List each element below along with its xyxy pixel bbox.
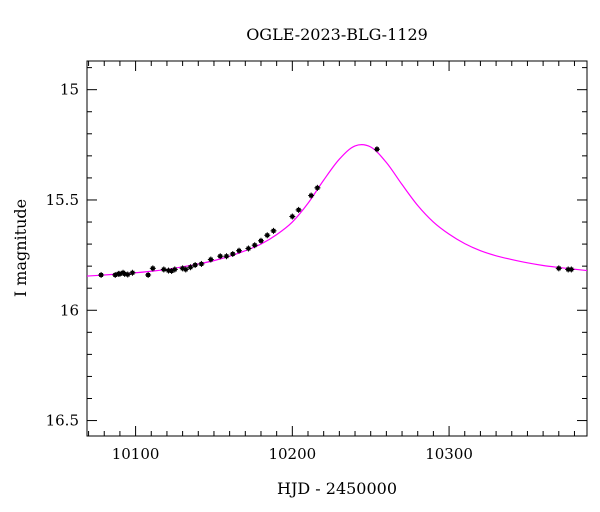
data-point bbox=[295, 206, 302, 213]
data-point bbox=[568, 266, 575, 273]
data-point bbox=[555, 265, 562, 272]
y-tick-label: 15 bbox=[60, 81, 79, 99]
data-point bbox=[373, 146, 380, 153]
axis-ticks bbox=[87, 61, 587, 436]
x-tick-label: 10300 bbox=[425, 445, 473, 463]
data-point bbox=[149, 265, 156, 272]
x-axis-label: HJD - 2450000 bbox=[277, 479, 397, 498]
data-point bbox=[251, 242, 258, 249]
data-point bbox=[236, 247, 243, 254]
plot-frame bbox=[86, 60, 588, 437]
data-point bbox=[129, 269, 136, 276]
data-point bbox=[145, 271, 152, 278]
data-point bbox=[160, 266, 167, 273]
data-point bbox=[198, 260, 205, 267]
data-point bbox=[314, 184, 321, 191]
data-point bbox=[171, 266, 178, 273]
data-point bbox=[192, 262, 199, 269]
data-point bbox=[264, 232, 271, 239]
x-tick-label: 10100 bbox=[112, 445, 160, 463]
data-point bbox=[229, 251, 236, 258]
y-tick-label: 16.5 bbox=[46, 412, 79, 430]
chart-title: OGLE-2023-BLG-1129 bbox=[246, 25, 428, 44]
y-tick-label: 16 bbox=[60, 301, 79, 319]
data-point bbox=[245, 245, 252, 252]
data-point bbox=[308, 192, 315, 199]
data-point bbox=[187, 264, 194, 271]
data-point bbox=[223, 253, 230, 260]
data-point bbox=[182, 266, 189, 273]
data-point bbox=[270, 227, 277, 234]
data-point bbox=[217, 253, 224, 260]
data-point bbox=[289, 213, 296, 220]
y-tick-label: 15.5 bbox=[46, 191, 79, 209]
data-point bbox=[207, 256, 214, 263]
data-point bbox=[98, 271, 105, 278]
x-tick-label: 10200 bbox=[268, 445, 316, 463]
y-axis-label: I magnitude bbox=[11, 199, 30, 297]
model-curve bbox=[86, 144, 588, 277]
data-point bbox=[257, 237, 264, 244]
axis-tick-labels: 10100 10200 10300 15 15.5 16 16.5 bbox=[46, 81, 473, 463]
data-point bbox=[124, 271, 131, 278]
data-points bbox=[98, 146, 575, 278]
